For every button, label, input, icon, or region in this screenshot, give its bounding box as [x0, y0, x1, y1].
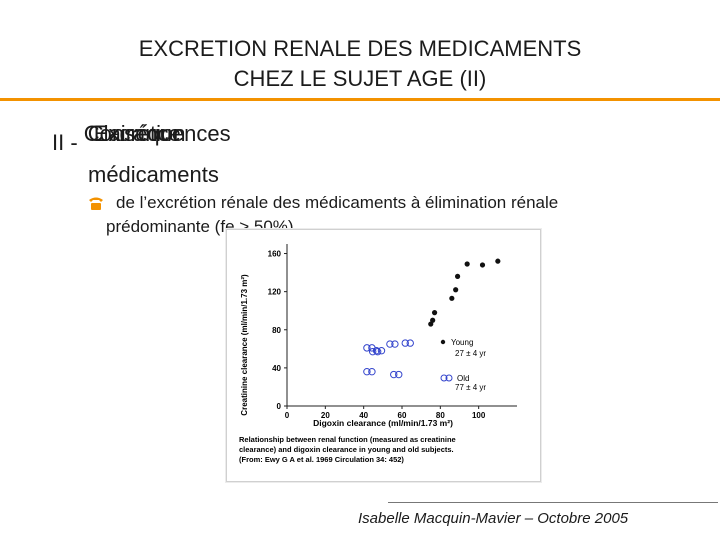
y-tick-label: 160	[268, 250, 282, 259]
overlap-word-3: Clairance	[87, 121, 181, 146]
old-point	[372, 347, 386, 355]
old-point-ring	[406, 339, 414, 347]
phone-bullet-icon	[89, 197, 103, 210]
figure-caption-line-1: Relationship between renal function (mea…	[239, 435, 456, 444]
y-tick-label: 120	[268, 288, 282, 297]
section-prefix: II -	[52, 130, 78, 155]
legend-old-marker	[440, 374, 453, 382]
young-point	[431, 310, 438, 316]
y-tick-label: 40	[272, 364, 281, 373]
old-point-ring	[395, 370, 403, 379]
figure-caption-line-2: clearance) and digoxin clearance in youn…	[239, 445, 454, 454]
overlapping-heading-words: Conséquences Excrétion Clairance	[84, 118, 274, 150]
young-point	[430, 317, 436, 323]
old-point	[386, 340, 399, 348]
old-point	[390, 370, 403, 379]
old-point-ring	[401, 339, 409, 347]
legend-old-label: Old	[457, 374, 469, 383]
old-point-ring	[368, 367, 376, 376]
y-tick-label: 0	[277, 402, 282, 411]
overlap-word-2: Excrétion	[93, 121, 186, 146]
scatter-figure: 160 120 80 40 0 0 20 40 60 80 100 Creatinine clear…	[226, 229, 541, 482]
young-point	[495, 258, 501, 264]
scatter-plot: 160 120 80 40 00 20 40 60 80 100 Creatinine clear…	[239, 244, 517, 464]
x-tick-label: 0	[285, 411, 290, 420]
section-line-2: médicaments	[88, 162, 219, 187]
title-line-1: EXCRETION RENALE DES MEDICAMENTS	[138, 36, 582, 61]
x-tick-label: 20	[321, 411, 330, 420]
old-point-ring	[391, 340, 399, 348]
old-point-ring	[373, 347, 382, 356]
old-point-ring	[372, 347, 381, 355]
young-point	[464, 261, 470, 267]
title-divider	[0, 98, 720, 101]
x-tick-label: 40	[359, 411, 368, 420]
old-point-ring	[377, 347, 386, 355]
figure-caption-line-3: (From: Ewy G A et al. 1969 Circulation 3…	[239, 455, 404, 464]
footer-divider	[388, 502, 718, 503]
young-point	[453, 287, 459, 293]
legend-young-marker	[440, 339, 446, 345]
old-point-ring	[386, 340, 394, 348]
legend-old-age: 77 ± 4 yr	[455, 383, 486, 392]
young-point	[449, 295, 455, 301]
legend-young-age: 27 ± 4 yr	[455, 349, 486, 358]
x-tick-label: 60	[398, 411, 407, 420]
old-point-ring	[390, 370, 398, 379]
slide-title: EXCRETION RENALE DES MEDICAMENTS CHEZ LE…	[0, 34, 720, 94]
old-point	[401, 339, 414, 347]
y-tick-label: 80	[272, 326, 281, 335]
title-line-2: CHEZ LE SUJET AGE (II)	[233, 66, 487, 91]
old-point-ring	[363, 344, 371, 352]
section-heading: II - Conséquences Excrétion Clairance mé…	[52, 118, 274, 191]
old-point	[363, 367, 376, 376]
young-point	[479, 262, 486, 268]
x-tick-label: 80	[436, 411, 445, 420]
x-axis-label: Digoxin clearance (ml/min/1.73 m²)	[313, 418, 453, 428]
old-point	[368, 347, 382, 356]
legend-young-label: Young	[451, 338, 473, 347]
bullet-line-1: de l’excrétion rénale des médicaments à …	[116, 193, 559, 212]
old-point-ring	[363, 367, 371, 376]
overlap-word-1: Conséquences	[83, 121, 231, 146]
y-axis-label: Creatinine clearance (ml/min/1.73 m²)	[240, 274, 249, 416]
x-tick-label: 100	[472, 411, 486, 420]
old-point-ring	[368, 347, 377, 356]
footer-credit: Isabelle Macquin-Mavier – Octobre 2005	[358, 510, 629, 527]
young-point	[454, 273, 461, 279]
